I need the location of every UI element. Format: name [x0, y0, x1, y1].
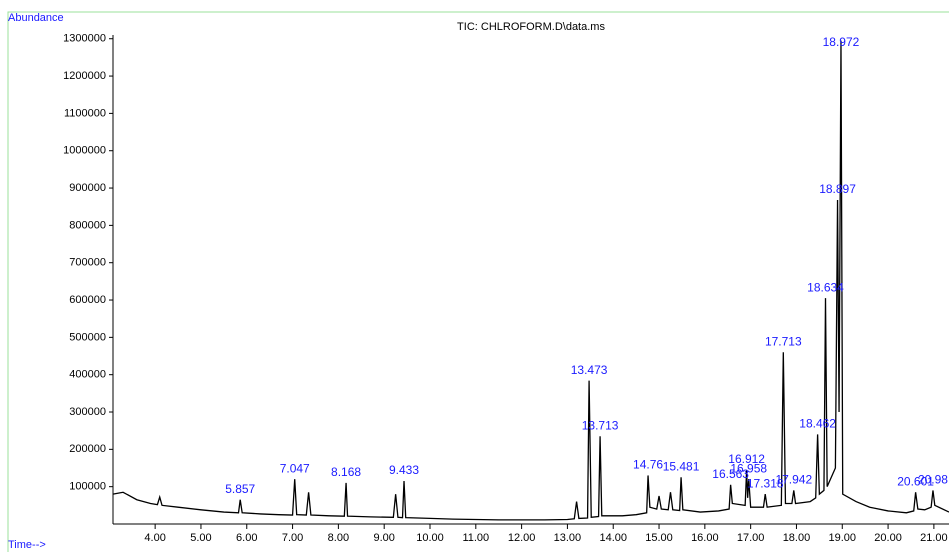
x-tick-label: 18.00	[783, 532, 811, 544]
peak-label: 7.047	[280, 461, 310, 475]
x-tick-label: 21.00	[920, 532, 948, 544]
peak-label: 9.433	[389, 463, 419, 477]
x-axis-label: Time-->	[8, 539, 46, 551]
peak-label: 5.857	[225, 482, 255, 496]
peak-label: 15.481	[663, 460, 700, 474]
x-tick-label: 5.00	[190, 532, 211, 544]
peak-label: 18.897	[819, 182, 856, 196]
y-tick-label: 1200000	[63, 70, 106, 82]
y-tick-label: 1100000	[64, 107, 106, 119]
peak-label: 20.601	[897, 474, 934, 488]
x-tick-label: 14.00	[599, 532, 627, 544]
peak-label: 17.942	[775, 473, 812, 487]
y-tick-label: 400000	[69, 369, 106, 381]
x-tick-label: 4.00	[144, 532, 165, 544]
x-tick-label: 7.00	[282, 532, 303, 544]
y-tick-label: 1300000	[63, 33, 106, 45]
peak-label: 18.634	[807, 280, 844, 294]
x-tick-label: 8.00	[328, 532, 349, 544]
peak-label: 18.462	[799, 417, 836, 431]
y-tick-label: 700000	[69, 257, 106, 269]
peak-label: 8.168	[331, 465, 361, 479]
x-tick-label: 10.00	[416, 532, 444, 544]
y-tick-label: 500000	[69, 331, 106, 343]
peak-label: 13.473	[571, 363, 608, 377]
peak-label: 17.318	[747, 476, 784, 490]
y-tick-label: 900000	[69, 182, 106, 194]
chart-title: TIC: CHLROFORM.D\data.ms	[457, 21, 605, 33]
peak-label: 16.912	[728, 452, 765, 466]
y-tick-label: 600000	[69, 294, 106, 306]
x-tick-label: 12.00	[508, 532, 536, 544]
x-tick-label: 6.00	[236, 532, 257, 544]
y-tick-label: 1000000	[63, 145, 106, 157]
y-tick-label: 800000	[69, 219, 106, 231]
x-tick-label: 16.00	[691, 532, 719, 544]
y-tick-label: 100000	[69, 481, 106, 493]
x-tick-label: 19.00	[829, 532, 857, 544]
x-tick-label: 20.00	[874, 532, 902, 544]
peak-label: 20.98	[918, 473, 948, 487]
y-tick-label: 200000	[69, 443, 106, 455]
y-tick-label: 300000	[69, 406, 106, 418]
x-tick-label: 17.00	[737, 532, 765, 544]
x-tick-label: 13.00	[554, 532, 582, 544]
trace	[112, 40, 949, 521]
peak-label: 18.972	[823, 35, 860, 49]
peak-label: 16.563	[712, 467, 749, 481]
peak-label: 17.713	[765, 334, 802, 348]
x-tick-label: 15.00	[645, 532, 673, 544]
frame	[7, 11, 949, 552]
x-tick-label: 9.00	[373, 532, 394, 544]
x-tick-label: 11.00	[462, 532, 489, 544]
peak-label: 16.958	[730, 461, 767, 475]
peak-label: 14.76	[633, 458, 663, 472]
y-axis-label: Abundance	[8, 12, 64, 24]
peak-label: 13.713	[582, 418, 619, 432]
